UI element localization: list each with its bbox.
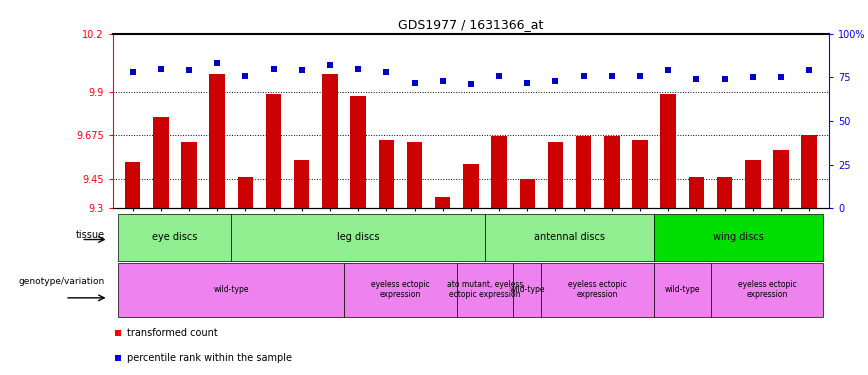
Text: eyeless ectopic
expression: eyeless ectopic expression: [738, 280, 796, 299]
Text: wild-type: wild-type: [665, 285, 700, 294]
Bar: [654, 214, 824, 261]
Bar: [457, 262, 513, 317]
Bar: [322, 74, 338, 208]
Point: [520, 80, 534, 86]
Point: [633, 73, 647, 79]
Text: eyeless ectopic
expression: eyeless ectopic expression: [569, 280, 628, 299]
Bar: [513, 262, 542, 317]
Point: [689, 76, 703, 82]
Point: [154, 66, 168, 72]
Text: tissue: tissue: [76, 230, 105, 240]
Text: leg discs: leg discs: [337, 232, 379, 242]
Point: [576, 73, 590, 79]
Bar: [181, 142, 197, 208]
Bar: [485, 214, 654, 261]
Bar: [153, 117, 168, 208]
Text: eye discs: eye discs: [152, 232, 198, 242]
Bar: [711, 262, 824, 317]
Text: wild-type: wild-type: [214, 285, 249, 294]
Bar: [688, 177, 704, 208]
Bar: [378, 140, 394, 208]
Point: [408, 80, 422, 86]
Point: [802, 68, 816, 74]
Bar: [351, 96, 366, 208]
Text: percentile rank within the sample: percentile rank within the sample: [128, 352, 293, 363]
Point: [266, 66, 280, 72]
Text: wing discs: wing discs: [713, 232, 764, 242]
Bar: [654, 262, 711, 317]
Bar: [238, 177, 253, 208]
Point: [323, 62, 337, 68]
Point: [210, 60, 224, 66]
Bar: [632, 140, 648, 208]
Point: [549, 78, 562, 84]
Point: [718, 76, 732, 82]
Point: [126, 69, 140, 75]
Text: eyeless ectopic
expression: eyeless ectopic expression: [371, 280, 430, 299]
Text: antennal discs: antennal discs: [534, 232, 605, 242]
Bar: [344, 262, 457, 317]
Bar: [661, 94, 676, 208]
Text: transformed count: transformed count: [128, 328, 218, 338]
Bar: [717, 177, 733, 208]
Bar: [118, 262, 344, 317]
Point: [492, 73, 506, 79]
Bar: [548, 142, 563, 208]
Point: [352, 66, 365, 72]
Text: wild-type: wild-type: [510, 285, 545, 294]
Bar: [575, 136, 591, 208]
Point: [746, 74, 760, 80]
Bar: [125, 162, 141, 208]
Bar: [520, 179, 535, 208]
Bar: [801, 135, 817, 208]
Text: ato mutant, eyeless
ectopic expression: ato mutant, eyeless ectopic expression: [447, 280, 523, 299]
Bar: [435, 196, 450, 208]
Point: [436, 78, 450, 84]
Point: [239, 73, 253, 79]
Point: [295, 68, 309, 74]
Bar: [118, 214, 231, 261]
Bar: [542, 262, 654, 317]
Bar: [491, 136, 507, 208]
Bar: [773, 150, 789, 208]
Point: [661, 68, 675, 74]
Bar: [407, 142, 422, 208]
Bar: [294, 160, 310, 208]
Point: [311, 0, 325, 4]
Point: [311, 220, 325, 226]
Bar: [604, 136, 620, 208]
Bar: [231, 214, 485, 261]
Bar: [266, 94, 281, 208]
Point: [182, 68, 196, 74]
Text: genotype/variation: genotype/variation: [19, 277, 105, 286]
Title: GDS1977 / 1631366_at: GDS1977 / 1631366_at: [398, 18, 543, 31]
Point: [379, 69, 393, 75]
Point: [464, 81, 477, 87]
Bar: [464, 164, 478, 208]
Point: [605, 73, 619, 79]
Bar: [745, 160, 760, 208]
Point: [774, 74, 788, 80]
Bar: [209, 74, 225, 208]
